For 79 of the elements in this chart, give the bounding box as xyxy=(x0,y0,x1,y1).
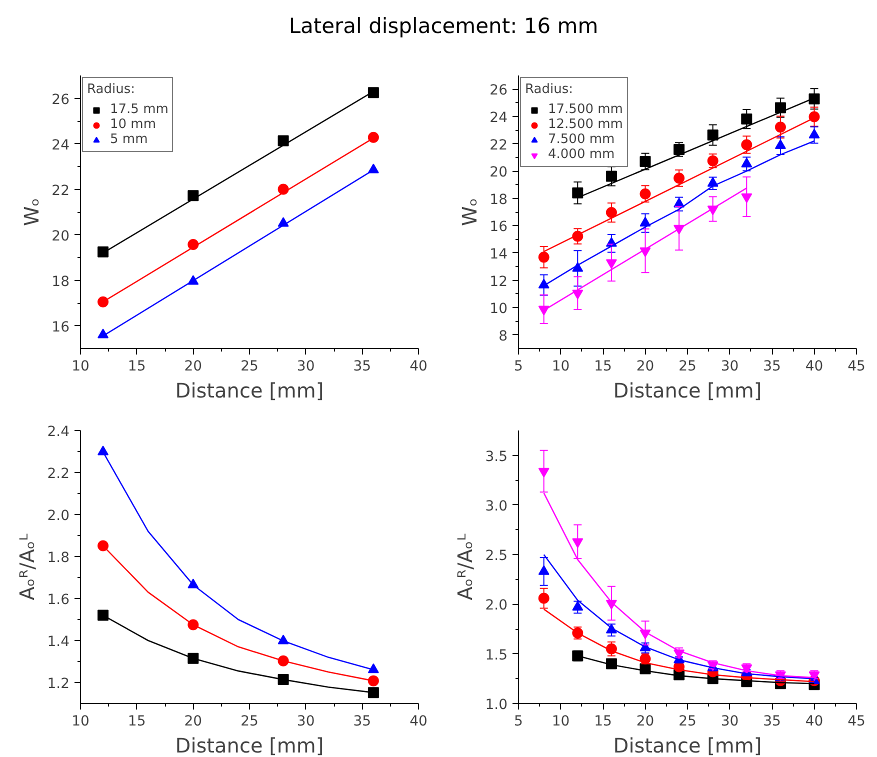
x-tick-label: 15 xyxy=(128,358,146,374)
y-axis-title: Aₒᴿ/Aₒᴸ xyxy=(453,534,478,600)
x-tick-label: 5 xyxy=(514,358,523,374)
chart-title: Lateral displacement: 16 mm xyxy=(288,13,598,40)
y-tick-label: 1.6 xyxy=(47,592,70,608)
x-tick-label: 15 xyxy=(594,358,612,374)
y-tick-label: 16 xyxy=(52,319,70,336)
y-tick-label: 22 xyxy=(52,182,70,199)
y-tick-label: 3.0 xyxy=(485,498,508,514)
x-tick-label: 40 xyxy=(410,714,428,730)
x-tick-label: 35 xyxy=(353,358,372,374)
x-tick-label: 45 xyxy=(848,714,866,730)
y-tick-label: 14 xyxy=(490,246,508,262)
y-axis-title: Wₒ xyxy=(20,198,44,226)
y-tick-label: 26 xyxy=(490,82,508,99)
x-tick-label: 10 xyxy=(72,714,90,730)
y-tick-label: 18 xyxy=(52,274,70,290)
y-tick-label: 1.8 xyxy=(47,550,70,566)
x-tick-label: 20 xyxy=(184,714,202,730)
x-tick-label: 40 xyxy=(410,358,428,374)
y-tick-label: 12 xyxy=(490,274,508,290)
y-tick-label: 20 xyxy=(490,164,508,181)
y-tick-label: 22 xyxy=(490,137,508,154)
x-tick-label: 40 xyxy=(805,358,824,374)
x-tick-label: 40 xyxy=(805,714,824,730)
y-tick-label: 2.4 xyxy=(47,424,70,440)
x-tick-label: 20 xyxy=(184,358,202,374)
x-tick-label: 30 xyxy=(296,358,315,374)
y-tick-label: 18 xyxy=(490,192,508,208)
y-tick-label: 3.5 xyxy=(485,448,508,465)
x-tick-label: 25 xyxy=(678,714,696,730)
y-axis-title: Wₒ xyxy=(458,198,482,226)
legend-label: 4.000 mm xyxy=(548,147,615,162)
y-tick-label: 1.0 xyxy=(485,697,508,713)
x-tick-label: 15 xyxy=(594,714,612,730)
legend-label: 17.5 mm xyxy=(110,102,168,117)
x-tick-label: 25 xyxy=(678,358,696,374)
x-tick-label: 30 xyxy=(720,714,739,730)
x-tick-label: 35 xyxy=(763,714,781,730)
x-tick-label: 10 xyxy=(552,714,570,730)
x-axis-title: Distance [mm] xyxy=(175,734,324,757)
x-tick-label: 10 xyxy=(552,358,570,374)
y-tick-label: 1.2 xyxy=(47,676,70,692)
x-tick-label: 30 xyxy=(296,714,315,730)
y-tick-label: 2.5 xyxy=(485,548,508,564)
x-axis-title: Distance [mm] xyxy=(613,378,762,402)
y-axis-title: Aₒᴿ/Aₒᴸ xyxy=(15,534,40,600)
x-tick-label: 20 xyxy=(636,358,654,374)
y-tick-label: 16 xyxy=(490,219,508,236)
x-tick-label: 45 xyxy=(848,358,866,374)
y-tick-label: 2.0 xyxy=(485,598,508,614)
x-tick-label: 25 xyxy=(240,358,258,374)
legend-label: 10 mm xyxy=(110,117,156,132)
y-tick-label: 2.0 xyxy=(47,508,70,524)
y-tick-label: 1.5 xyxy=(485,647,508,664)
x-tick-label: 20 xyxy=(636,714,654,730)
y-tick-label: 26 xyxy=(52,92,70,108)
legend-title: Radius: xyxy=(525,82,574,97)
legend-label: 17.500 mm xyxy=(548,102,623,117)
y-tick-label: 1.4 xyxy=(47,634,70,650)
x-axis-title: Distance [mm] xyxy=(613,734,762,757)
y-tick-label: 24 xyxy=(52,137,70,154)
y-tick-label: 24 xyxy=(490,110,508,126)
x-tick-label: 35 xyxy=(763,358,781,374)
x-tick-label: 35 xyxy=(353,714,372,730)
x-tick-label: 5 xyxy=(514,714,523,730)
x-tick-label: 15 xyxy=(128,714,146,730)
x-tick-label: 30 xyxy=(720,358,739,374)
x-tick-label: 25 xyxy=(240,714,258,730)
legend-title: Radius: xyxy=(87,82,136,97)
y-tick-label: 10 xyxy=(490,301,508,318)
y-tick-label: 2.2 xyxy=(47,466,70,482)
legend-label: 7.500 mm xyxy=(548,132,615,147)
x-axis-title: Distance [mm] xyxy=(175,378,324,402)
x-tick-label: 10 xyxy=(72,358,90,374)
y-tick-label: 8 xyxy=(498,328,508,344)
legend-label: 5 mm xyxy=(110,132,148,147)
y-tick-label: 20 xyxy=(52,228,70,244)
legend-label: 12.500 mm xyxy=(548,117,623,132)
